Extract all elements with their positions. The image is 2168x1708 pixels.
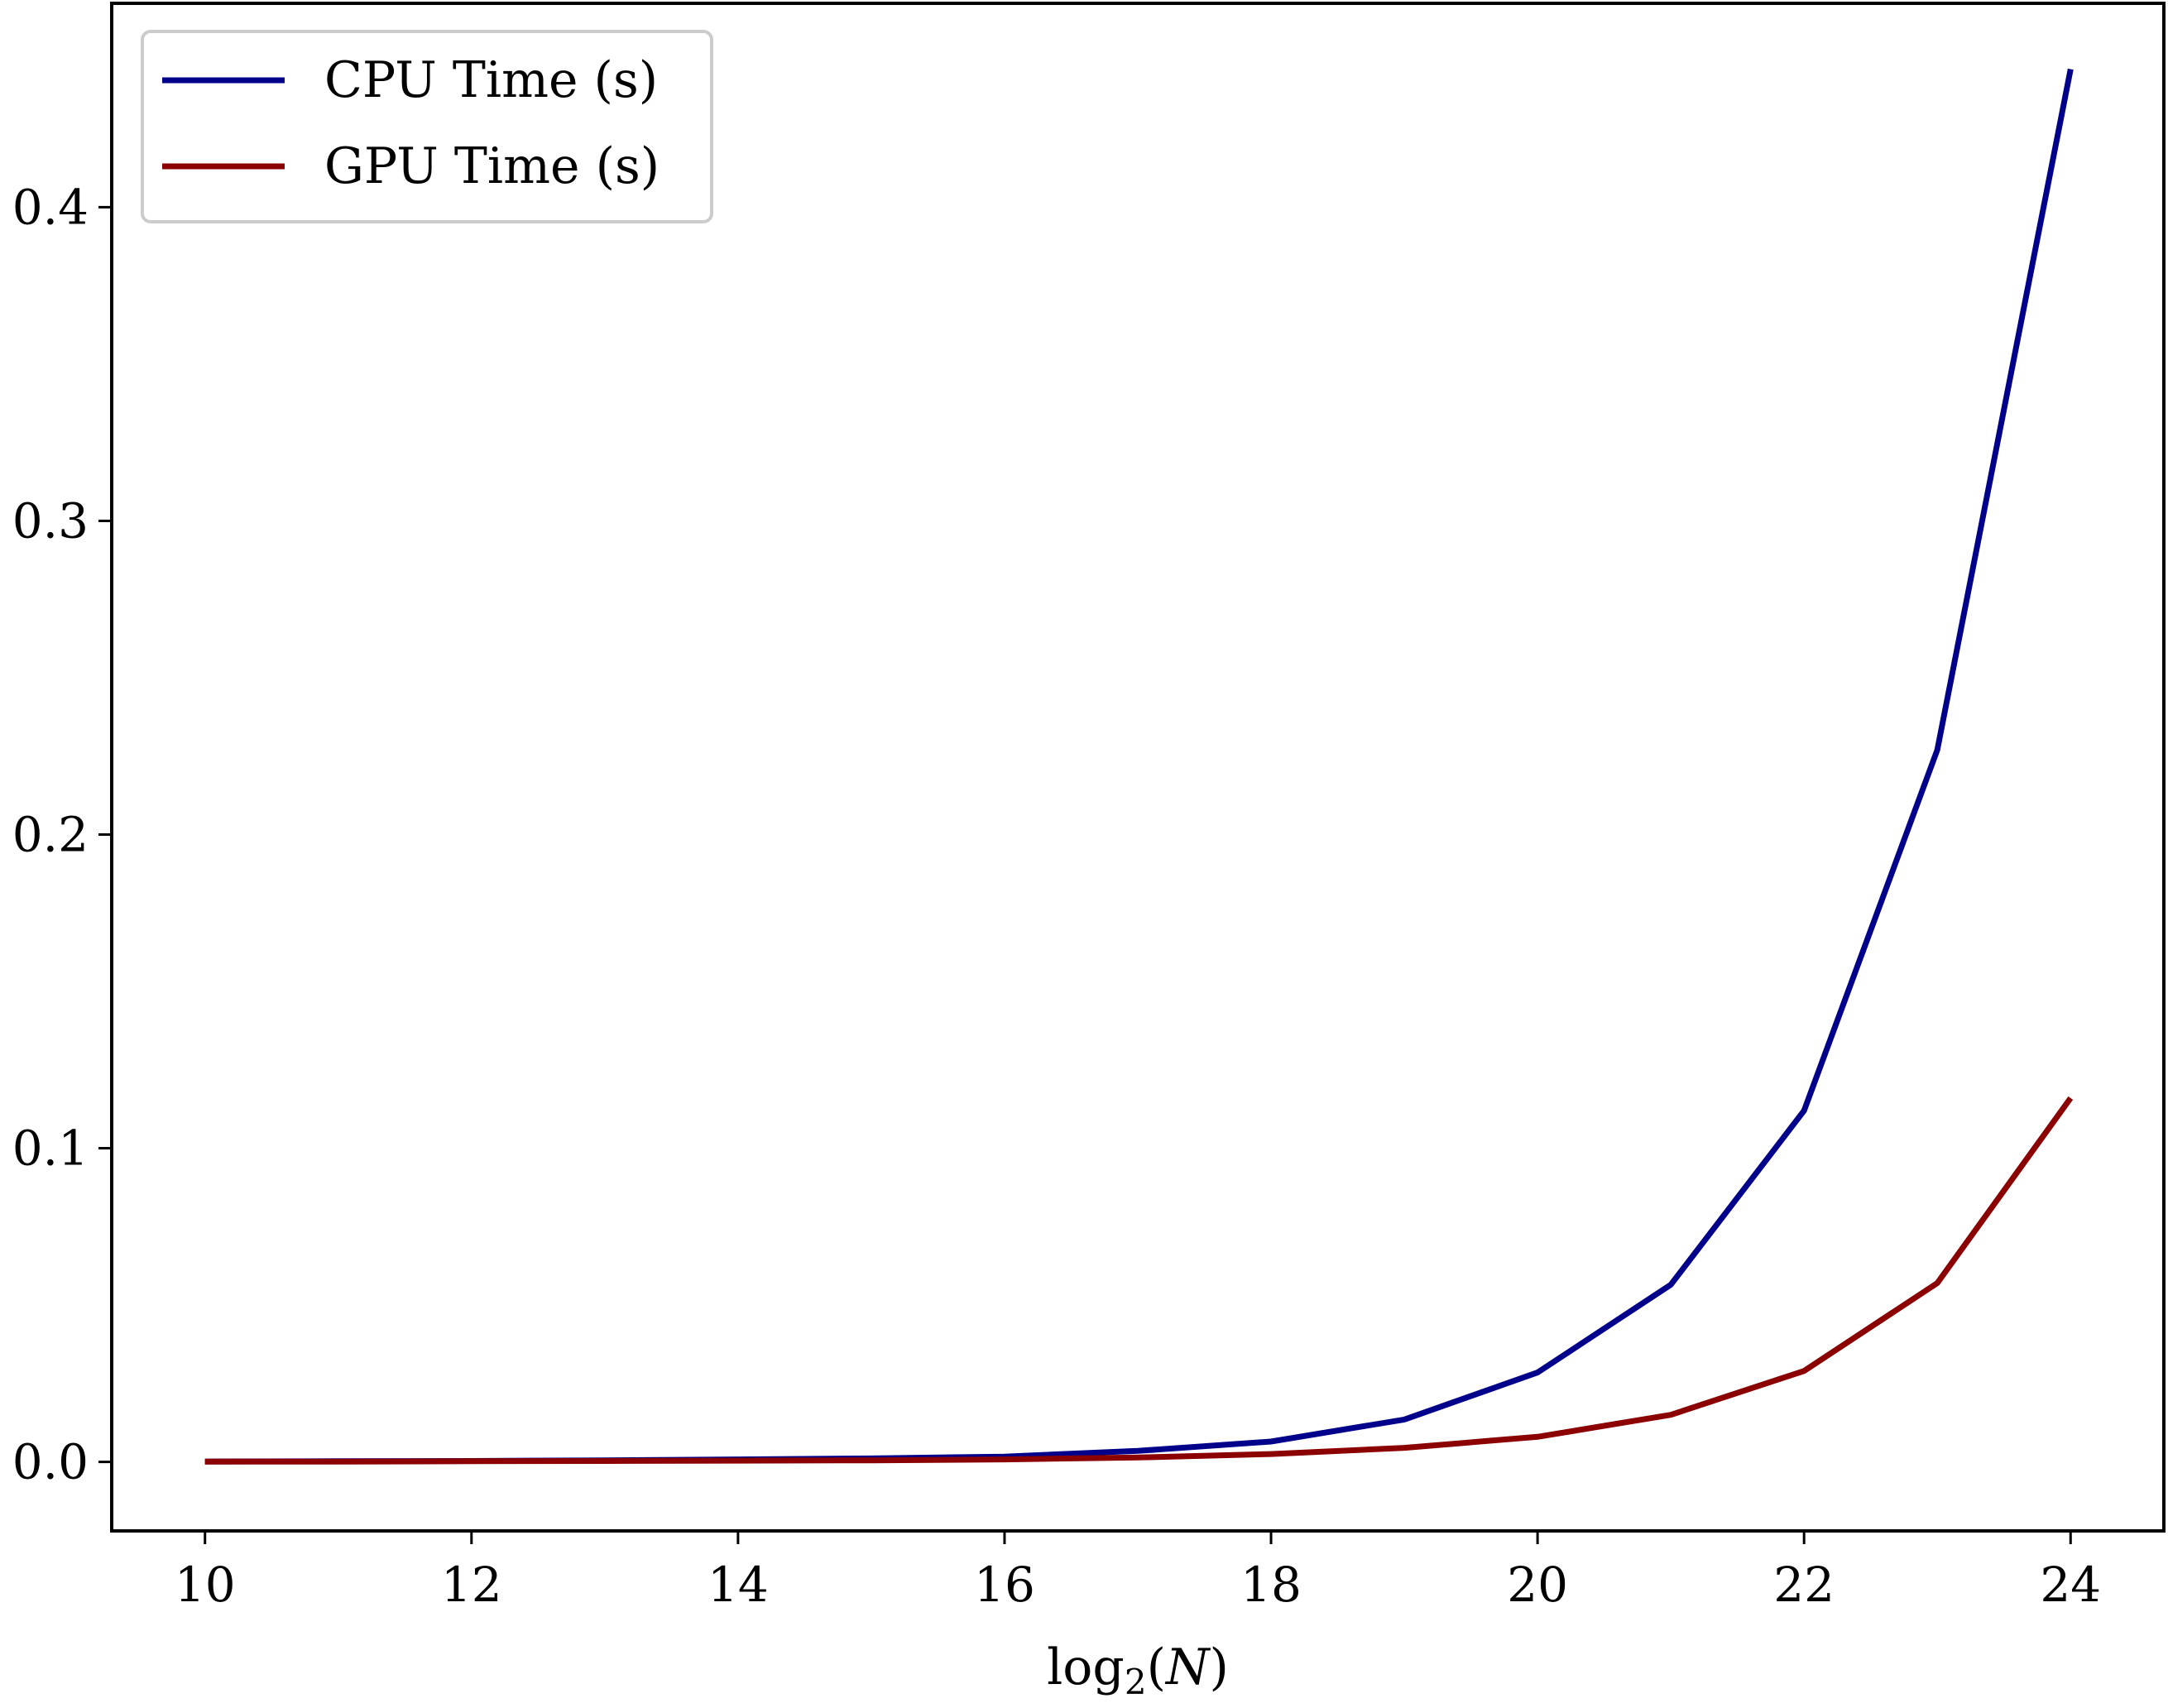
legend-label: CPU Time (s) xyxy=(324,51,658,109)
x-axis: 10 12 14 16 18 20 22 24 xyxy=(175,1531,2101,1613)
y-tick-label: 0.3 xyxy=(12,492,89,549)
y-axis: 0.0 0.1 0.2 0.3 0.4 xyxy=(12,179,112,1490)
x-tick-label: 10 xyxy=(175,1557,236,1613)
y-tick-label: 0.0 xyxy=(12,1434,89,1490)
x-tick-label: 20 xyxy=(1507,1557,1568,1613)
plot-frame xyxy=(110,2,2166,1533)
x-axis-title-arg: N xyxy=(1164,1638,1211,1696)
x-tick-label: 12 xyxy=(441,1557,502,1613)
y-tick-label: 0.1 xyxy=(12,1120,89,1177)
x-axis-title-open-paren: ( xyxy=(1147,1638,1166,1696)
y-tick-label: 0.4 xyxy=(12,179,89,235)
x-axis-title: log2(N) xyxy=(1047,1638,1229,1702)
y-tick-label: 0.2 xyxy=(12,806,89,862)
x-axis-title-close-paren: ) xyxy=(1209,1638,1228,1696)
x-axis-title-log: log xyxy=(1047,1638,1125,1696)
legend: CPU Time (s) GPU Time (s) xyxy=(141,30,713,223)
x-tick-label: 24 xyxy=(2040,1557,2101,1613)
x-tick-label: 18 xyxy=(1240,1557,1302,1613)
x-axis-title-sub: 2 xyxy=(1125,1662,1147,1702)
series-layer xyxy=(204,68,2074,1465)
x-tick-label: 16 xyxy=(974,1557,1035,1613)
legend-label: GPU Time (s) xyxy=(324,137,660,195)
x-tick-label: 14 xyxy=(707,1557,769,1613)
x-tick-label: 22 xyxy=(1773,1557,1835,1613)
series-line-gpu xyxy=(204,1096,2074,1465)
